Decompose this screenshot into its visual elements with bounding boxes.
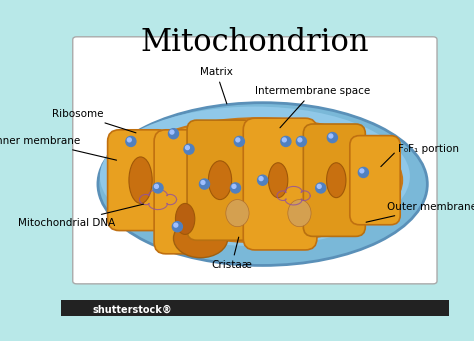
Circle shape [184,144,194,154]
FancyBboxPatch shape [108,130,170,231]
Circle shape [234,136,245,147]
Circle shape [259,177,263,181]
Ellipse shape [127,128,391,233]
Circle shape [201,181,205,184]
Ellipse shape [173,219,228,258]
Circle shape [281,136,291,147]
Circle shape [316,183,326,193]
Circle shape [283,138,286,142]
Ellipse shape [115,118,402,242]
Circle shape [174,223,178,227]
Ellipse shape [288,199,311,227]
Circle shape [155,184,158,188]
Ellipse shape [100,106,410,246]
Circle shape [257,175,268,185]
FancyBboxPatch shape [303,124,365,236]
Circle shape [358,167,368,177]
Ellipse shape [129,157,152,204]
Circle shape [168,129,179,139]
Ellipse shape [98,103,428,265]
Circle shape [153,183,163,193]
Circle shape [170,130,174,134]
Circle shape [329,134,333,138]
Text: Mitochondrion: Mitochondrion [141,27,369,58]
FancyBboxPatch shape [154,130,220,254]
Circle shape [126,136,136,147]
Text: F₀F₁ portion: F₀F₁ portion [398,144,459,154]
Text: Matrix: Matrix [200,67,233,104]
Circle shape [128,138,131,142]
FancyBboxPatch shape [73,37,437,284]
Text: Inner membrane: Inner membrane [0,136,117,160]
Circle shape [200,179,210,189]
Circle shape [232,184,236,188]
Ellipse shape [175,204,195,235]
Circle shape [185,146,190,150]
Circle shape [298,138,302,142]
Bar [61,300,449,316]
Circle shape [230,183,240,193]
Ellipse shape [209,161,232,199]
FancyBboxPatch shape [350,136,400,225]
Ellipse shape [327,163,346,198]
Circle shape [317,184,321,188]
Text: Mitochondrial DNA: Mitochondrial DNA [18,204,144,228]
Text: Ribosome: Ribosome [52,109,136,133]
Circle shape [360,169,364,173]
Ellipse shape [226,199,249,227]
Ellipse shape [268,163,288,198]
Text: Cristaæ: Cristaæ [211,237,252,270]
Text: shutterstock®: shutterstock® [92,305,172,314]
Circle shape [328,133,337,143]
FancyBboxPatch shape [187,120,253,240]
Circle shape [296,136,306,147]
Circle shape [236,138,240,142]
Text: Outer membrane: Outer membrane [366,202,474,222]
FancyBboxPatch shape [243,118,317,250]
Circle shape [173,222,182,232]
Text: Intermembrane space: Intermembrane space [255,86,371,128]
